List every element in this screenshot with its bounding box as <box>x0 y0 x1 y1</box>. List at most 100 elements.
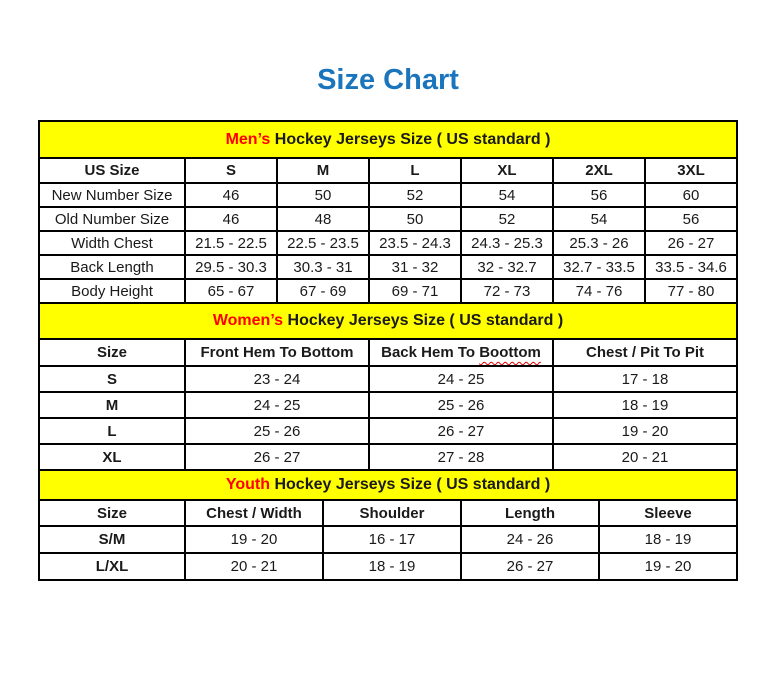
size-value-cell: 26 - 27 <box>643 230 739 256</box>
size-value-cell: 25.3 - 26 <box>552 230 646 256</box>
size-value-cell: 60 <box>643 182 739 208</box>
column-header: S <box>184 157 278 184</box>
size-value-cell: 56 <box>643 206 739 232</box>
womens-columns-row: Size Front Hem To Bottom Back Hem To Boo… <box>38 338 739 367</box>
row-label: M <box>38 391 186 419</box>
page-title: Size Chart <box>317 64 459 96</box>
column-header: Chest / Pit To Pit <box>551 338 739 367</box>
section-highlight: Youth <box>225 476 271 493</box>
row-label: XL <box>38 443 186 471</box>
size-value-cell: 52 <box>368 182 462 208</box>
size-value-cell: 24.3 - 25.3 <box>460 230 554 256</box>
row-label: Old Number Size <box>38 206 186 232</box>
table-row: XL 26 - 27 27 - 28 20 - 21 <box>38 443 739 471</box>
table-row: New Number Size 46 50 52 54 56 60 <box>38 182 739 208</box>
size-value-cell: 56 <box>552 182 646 208</box>
row-label: Body Height <box>38 278 186 304</box>
size-value-cell: 19 - 20 <box>597 552 739 581</box>
size-value-cell: 21.5 - 22.5 <box>184 230 278 256</box>
size-chart: Men’s Hockey Jerseys Size ( US standard … <box>37 120 739 581</box>
size-value-cell: 23.5 - 24.3 <box>368 230 462 256</box>
size-value-cell: 33.5 - 34.6 <box>643 254 739 280</box>
row-label: Back Length <box>38 254 186 280</box>
youth-section-header-row: Youth Hockey Jerseys Size ( US standard … <box>37 469 739 501</box>
size-value-cell: 24 - 26 <box>460 525 600 554</box>
size-value-cell: 46 <box>184 182 278 208</box>
table-row: Old Number Size 46 48 50 52 54 56 <box>38 206 739 232</box>
size-value-cell: 18 - 19 <box>322 552 462 581</box>
section-highlight: Women’s <box>212 312 284 329</box>
column-header: Sleeve <box>597 499 739 527</box>
size-value-cell: 26 - 27 <box>460 552 600 581</box>
size-value-cell: 50 <box>368 206 462 232</box>
mens-size-table: Men’s Hockey Jerseys Size ( US standard … <box>37 120 739 304</box>
size-value-cell: 22.5 - 23.5 <box>276 230 370 256</box>
mens-section-header: Men’s Hockey Jerseys Size ( US standard … <box>37 120 739 159</box>
column-header: Size <box>38 338 186 367</box>
column-header: Chest / Width <box>184 499 324 527</box>
section-heading-text: Hockey Jerseys Size ( US standard ) <box>270 130 551 148</box>
table-row: L 25 - 26 26 - 27 19 - 20 <box>38 417 739 445</box>
column-header: 2XL <box>552 157 646 184</box>
size-value-cell: 19 - 20 <box>551 417 739 445</box>
column-header: Back Hem To Boottom <box>368 338 554 367</box>
size-value-cell: 18 - 19 <box>551 391 739 419</box>
size-value-cell: 69 - 71 <box>368 278 462 304</box>
size-value-cell: 54 <box>552 206 646 232</box>
column-header: 3XL <box>643 157 739 184</box>
size-value-cell: 16 - 17 <box>322 525 462 554</box>
size-value-cell: 29.5 - 30.3 <box>184 254 278 280</box>
misspelled-word: Boottom <box>479 344 541 361</box>
size-value-cell: 20 - 21 <box>184 552 324 581</box>
column-header: Size <box>38 499 186 527</box>
table-row: Back Length 29.5 - 30.3 30.3 - 31 31 - 3… <box>38 254 739 280</box>
size-value-cell: 25 - 26 <box>368 391 554 419</box>
youth-columns-row: Size Chest / Width Shoulder Length Sleev… <box>38 499 739 527</box>
column-header: Shoulder <box>322 499 462 527</box>
size-value-cell: 24 - 25 <box>368 365 554 393</box>
size-value-cell: 30.3 - 31 <box>276 254 370 280</box>
size-value-cell: 48 <box>276 206 370 232</box>
table-row: L/XL 20 - 21 18 - 19 26 - 27 19 - 20 <box>38 552 739 581</box>
size-value-cell: 54 <box>460 182 554 208</box>
column-header: L <box>368 157 462 184</box>
column-header: US Size <box>38 157 186 184</box>
size-value-cell: 27 - 28 <box>368 443 554 471</box>
size-value-cell: 26 - 27 <box>184 443 370 471</box>
size-value-cell: 50 <box>276 182 370 208</box>
table-row: M 24 - 25 25 - 26 18 - 19 <box>38 391 739 419</box>
size-value-cell: 46 <box>184 206 278 232</box>
size-value-cell: 19 - 20 <box>184 525 324 554</box>
womens-section-header-row: Women’s Hockey Jerseys Size ( US standar… <box>37 302 739 340</box>
size-value-cell: 24 - 25 <box>184 391 370 419</box>
womens-size-table: Women’s Hockey Jerseys Size ( US standar… <box>37 302 739 471</box>
size-value-cell: 74 - 76 <box>552 278 646 304</box>
womens-section-header: Women’s Hockey Jerseys Size ( US standar… <box>37 302 739 340</box>
row-label: S/M <box>38 525 186 554</box>
youth-size-table: Youth Hockey Jerseys Size ( US standard … <box>37 469 739 581</box>
size-value-cell: 32.7 - 33.5 <box>552 254 646 280</box>
size-value-cell: 67 - 69 <box>276 278 370 304</box>
size-value-cell: 20 - 21 <box>551 443 739 471</box>
size-value-cell: 65 - 67 <box>184 278 278 304</box>
size-value-cell: 25 - 26 <box>184 417 370 445</box>
size-value-cell: 17 - 18 <box>551 365 739 393</box>
mens-columns-row: US Size S M L XL 2XL 3XL <box>38 157 739 184</box>
row-label: L <box>38 417 186 445</box>
column-header: Front Hem To Bottom <box>184 338 370 367</box>
size-value-cell: 77 - 80 <box>643 278 739 304</box>
size-value-cell: 32 - 32.7 <box>460 254 554 280</box>
size-value-cell: 52 <box>460 206 554 232</box>
row-label: Width Chest <box>38 230 186 256</box>
section-highlight: Men’s <box>225 130 271 148</box>
size-value-cell: 23 - 24 <box>184 365 370 393</box>
size-value-cell: 26 - 27 <box>368 417 554 445</box>
table-row: Body Height 65 - 67 67 - 69 69 - 71 72 -… <box>38 278 739 304</box>
column-header-text: Back Hem To <box>381 344 480 361</box>
row-label: S <box>38 365 186 393</box>
table-row: S/M 19 - 20 16 - 17 24 - 26 18 - 19 <box>38 525 739 554</box>
row-label: L/XL <box>38 552 186 581</box>
size-value-cell: 72 - 73 <box>460 278 554 304</box>
table-row: S 23 - 24 24 - 25 17 - 18 <box>38 365 739 393</box>
